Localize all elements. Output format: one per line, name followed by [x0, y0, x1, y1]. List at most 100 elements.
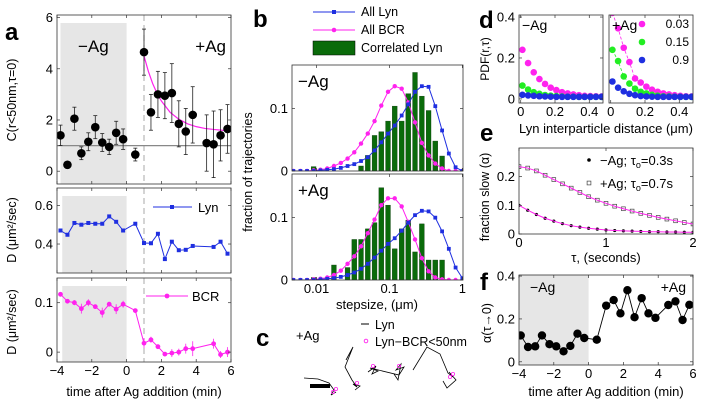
all-lyn-point [413, 213, 417, 218]
y-tick-label: 0 [508, 354, 515, 369]
plus-ag-fit-line [519, 166, 693, 225]
all-lyn-point [311, 169, 316, 171]
bcr-data-point [183, 346, 189, 352]
pdf-point-0.9 [620, 88, 628, 95]
all-lyn-point [399, 228, 404, 233]
alpha-point [573, 329, 582, 338]
all-lyn-point [352, 270, 357, 275]
unstimulated-shaded-region [62, 196, 127, 273]
panel-letter-e: e [480, 120, 493, 147]
y-tick-label: 0 [281, 164, 288, 179]
bcr-data-point [106, 301, 112, 307]
y-tick-label: 0.1 [270, 101, 288, 116]
all-bcr-point [446, 277, 452, 280]
lyn-data-point [58, 228, 63, 233]
x-tick-label: 0 [515, 235, 522, 250]
pdf-point-0.03 [614, 25, 622, 32]
pdf-point-0.9 [637, 92, 645, 100]
correlated-lyn-bar [365, 228, 371, 280]
y-axis-label: D (μm²/sec) [5, 289, 19, 355]
data-point [174, 119, 184, 129]
y-tick-label: 6 [46, 10, 53, 25]
panel-b-histogram-4 [292, 187, 463, 280]
pdf-point-0.15 [626, 80, 633, 87]
trajectory-traces [303, 346, 457, 396]
y-tick-label: 0.1 [497, 198, 515, 213]
lyn-data-point [183, 247, 188, 252]
correlated-lyn-bar [392, 248, 398, 280]
pdf-point-0.9 [598, 93, 603, 101]
correlated-lyn-bar [432, 259, 438, 280]
pdf-point-0.03 [524, 59, 532, 67]
panel-a-plot-0 [60, 15, 145, 184]
legend-subscript: o [636, 160, 641, 170]
all-lyn-point [399, 113, 404, 118]
all-bcr-point [392, 84, 397, 89]
bcr-data-point [169, 350, 175, 356]
minus-ag-fit-line [519, 204, 693, 233]
lyn-data-point [86, 220, 91, 225]
correlated-lyn-bar [405, 93, 411, 171]
pdf-point-0.9 [592, 93, 600, 101]
all-lyn-point [338, 165, 343, 170]
alpha-point [545, 340, 554, 349]
lyn-data-point [79, 222, 84, 227]
x-tick-label: 2 [689, 235, 696, 250]
data-point [63, 160, 72, 170]
y-axis-label: fraction of trajectories [241, 112, 255, 232]
x-tick-label: 0.2 [546, 104, 564, 119]
x-tick-label: 0.01 [304, 281, 329, 296]
lyn-trajectory [303, 377, 337, 396]
all-lyn-point [372, 148, 377, 153]
legend-marker-all-lyn [332, 10, 336, 14]
all-lyn-point [338, 274, 343, 279]
pdf-point-0.9 [519, 91, 526, 99]
alpha-point [519, 331, 525, 340]
pdf-point-0.9 [541, 93, 549, 100]
legend-label-colocalized: Lyn−BCR<50nm [375, 335, 467, 349]
data-point [146, 108, 156, 117]
lyn-data-point [148, 241, 153, 246]
data-point [77, 148, 86, 158]
all-bcr-point [372, 118, 377, 124]
all-lyn-point [413, 89, 417, 94]
pdf-point-0.03 [536, 75, 543, 83]
bcr-data-point [120, 301, 126, 307]
legend-marker-plus-ag [586, 180, 592, 186]
all-lyn-point [453, 265, 458, 270]
all-lyn-point [419, 208, 424, 213]
axes-box [56, 14, 232, 185]
pdf-point-0.9 [609, 78, 616, 85]
data-point [118, 134, 128, 144]
y-tick-label: 0.6 [35, 198, 53, 213]
correlated-lyn-bar [405, 219, 411, 280]
lyn-data-point [93, 221, 98, 226]
all-lyn-point [426, 209, 431, 214]
axes-box [291, 64, 464, 172]
all-bcr-point [399, 204, 404, 209]
data-point [70, 114, 79, 124]
colocalization-marker [333, 386, 338, 391]
all-lyn-point [365, 261, 370, 266]
all-lyn-point [359, 159, 363, 163]
bcr-data-point [132, 308, 138, 314]
label-minus-ag: −Ag [78, 37, 109, 56]
colocalization-marker [370, 363, 375, 368]
data-point [97, 138, 107, 147]
legend-marker-minus-ag [587, 158, 591, 162]
x-tick-label: 0.1 [380, 281, 398, 296]
legend-marker-0.03 [638, 20, 646, 28]
alpha-point [592, 335, 601, 344]
all-lyn-point [292, 169, 296, 171]
all-lyn-point [298, 169, 303, 171]
all-lyn-point [365, 155, 370, 160]
axes-box [56, 277, 232, 363]
alpha-point [552, 342, 561, 351]
lyn-trajectory [412, 346, 457, 389]
label-ag-state: +Ag [612, 17, 637, 33]
lyn-data-point [142, 241, 146, 246]
unstimulated-shaded-region [60, 23, 127, 184]
legend-text: +Ag; τ [600, 176, 637, 191]
correlated-lyn-bar [419, 223, 425, 280]
